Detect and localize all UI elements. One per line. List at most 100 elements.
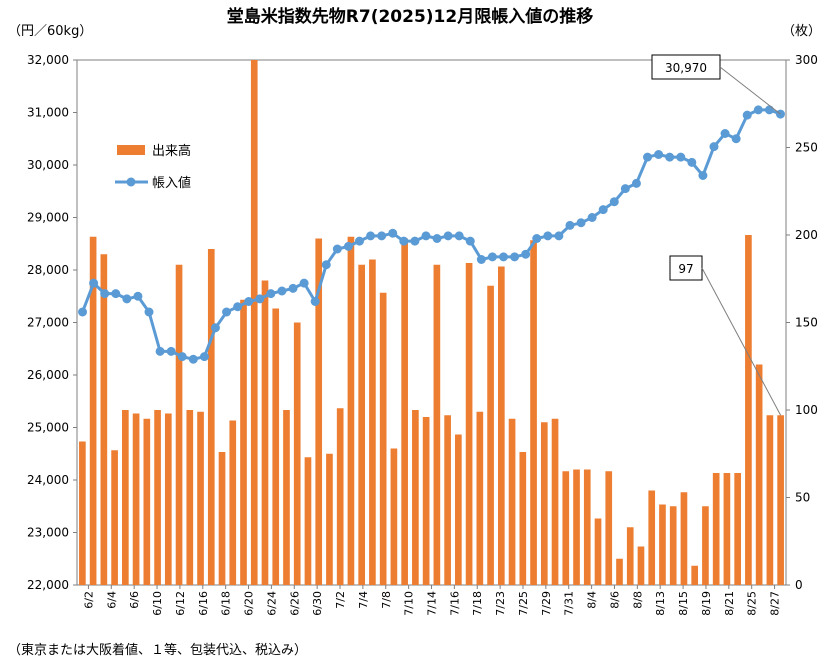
settlement-point [753,105,763,115]
volume-bar [229,420,237,585]
volume-bar [465,263,473,585]
settlement-point [89,278,99,288]
volume-bar [444,415,451,585]
settlement-point [366,231,376,241]
callouts: 30,970 97 [651,54,782,416]
volume-bar [669,506,677,585]
settlement-point [166,346,176,356]
settlement-point [199,352,209,362]
x-tick-label: 7/4 [357,591,370,609]
volume-bar [240,299,247,585]
x-tick-label: 8/6 [608,591,621,609]
volume-bar [283,410,290,585]
legend-line-marker [126,177,136,187]
settlement-point [720,129,730,138]
x-tick-label: 7/2 [334,591,347,609]
settlement-point [343,241,353,251]
volume-bar [755,364,763,585]
left-axis-ticks: 22,000 23,000 24,000 25,000 26,000 27,000 28,0… [27,53,77,592]
settlement-point [554,231,564,241]
volume-bar [326,453,333,585]
volume-bar [175,264,183,585]
x-tick-label: 6/30 [311,591,324,616]
volume-bar [551,418,559,585]
settlement-point [111,289,121,299]
settlement-point [654,150,664,159]
x-tick-label: 8/21 [723,591,736,616]
x-tick-label: 7/10 [403,591,416,616]
settlement-point [432,234,442,243]
settlement-point [631,178,641,188]
left-tick-label: 29,000 [27,211,69,225]
volume-bar [540,422,548,585]
settlement-line [78,105,785,364]
settlement-point [443,231,453,241]
x-tick-label: 6/26 [288,591,301,616]
settlement-point [410,236,420,246]
x-tick-label: 6/10 [151,591,164,616]
volume-bar [422,417,430,585]
settlement-point [266,289,276,299]
volume-bar [659,504,666,585]
settlement-point [188,354,198,364]
volume-bar [154,410,161,585]
settlement-point [598,205,608,215]
settlement-point [676,152,686,162]
volume-bar [508,418,516,585]
settlement-polyline [81,108,782,361]
x-tick-label: 6/6 [128,591,141,609]
volume-bar [573,469,580,585]
settlement-point [476,255,486,264]
x-tick-label: 6/4 [105,591,118,609]
volume-bar [164,413,172,585]
volume-bars [79,60,784,585]
left-tick-label: 23,000 [27,526,69,540]
x-tick-label: 6/16 [197,591,210,616]
settlement-point [277,286,287,296]
chart-title: 堂島米指数先物R7(2025)12月限帳入値の推移 [227,6,593,27]
volume-bar [186,410,194,585]
settlement-point [233,302,243,312]
settlement-point [465,236,475,246]
volume-bar [766,415,774,585]
volume-bar [272,308,280,585]
settlement-point [499,252,509,262]
settlement-point [687,157,697,167]
volume-bar [691,565,699,585]
settlement-point [155,346,165,356]
callout-leader-volume [701,267,782,416]
settlement-point [144,307,154,317]
left-tick-label: 30,000 [27,158,69,172]
right-tick-label: 100 [795,403,818,417]
volume-bar [293,322,301,585]
settlement-point [354,236,364,246]
x-tick-label: 6/18 [220,591,233,616]
settlement-point [487,252,497,262]
volume-bar [369,259,376,585]
settlement-point [510,252,520,262]
volume-bar [207,249,215,585]
settlement-point [299,278,309,288]
settlement-point [587,213,597,222]
callout-label-settlement: 30,970 [665,61,707,75]
x-tick-label: 7/25 [517,591,530,616]
settlement-point [532,234,542,243]
right-tick-label: 300 [795,53,818,67]
volume-bar [487,285,494,585]
volume-bar [519,452,527,585]
legend-label-volume: 出来高 [152,143,191,159]
settlement-point [310,297,320,306]
x-tick-label: 7/14 [426,591,439,616]
volume-bar [347,236,355,585]
settlement-point [210,323,220,333]
volume-bar [100,254,108,585]
legend-label-settlement: 帳入値 [152,175,191,191]
volume-bar [197,411,204,585]
x-tick-label: 6/20 [243,591,256,616]
volume-bar [218,452,226,585]
settlement-point [222,307,232,317]
settlement-point [122,294,132,304]
settlement-point [100,289,110,299]
volume-bar [455,434,462,585]
